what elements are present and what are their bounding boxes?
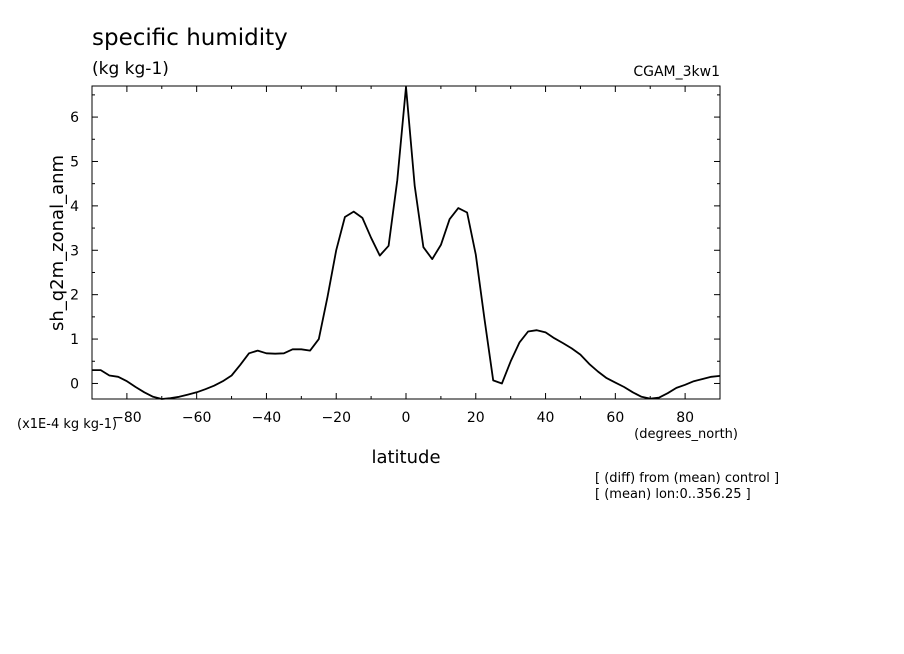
x-axis-ticks: −80 −60 −40 −20 0 20 40 60 80 (91, 86, 721, 426)
y-tick-label: 5 (70, 154, 79, 170)
y-tick-label: 6 (70, 110, 79, 126)
data-series-line (92, 86, 721, 400)
chart-units: (kg kg-1) (92, 59, 169, 79)
x-tick-label: 40 (537, 410, 555, 426)
y-tick-label: 1 (70, 332, 79, 348)
mean-note: [ (mean) lon:0..356.25 ] (595, 487, 751, 502)
x-tick-label: 20 (467, 410, 485, 426)
x-axis-label: latitude (371, 447, 440, 468)
chart-title: specific humidity (92, 25, 288, 51)
diff-note: [ (diff) from (mean) control ] (595, 471, 779, 486)
y-tick-label: 3 (70, 243, 79, 259)
y-tick-label: 4 (70, 199, 79, 215)
x-tick-label: 0 (402, 410, 411, 426)
x-tick-label: −40 (252, 410, 282, 426)
x-tick-label: 80 (676, 410, 694, 426)
plot-frame (91, 85, 721, 400)
x-tick-label: −20 (321, 410, 351, 426)
y-axis-label: sh_q2m_zonal_anm (47, 155, 68, 331)
y-tick-label: 0 (70, 376, 79, 392)
y-tick-label: 2 (70, 288, 79, 304)
x-tick-label: 60 (606, 410, 624, 426)
dataset-label: CGAM_3kw1 (633, 64, 720, 80)
y-scale-note: (x1E-4 kg kg-1) (17, 417, 117, 432)
x-axis-units: (degrees_north) (634, 427, 738, 442)
x-tick-label: −60 (182, 410, 212, 426)
x-tick-label: −80 (112, 410, 142, 426)
y-axis-ticks: 0 1 2 3 4 5 6 (70, 94, 720, 392)
